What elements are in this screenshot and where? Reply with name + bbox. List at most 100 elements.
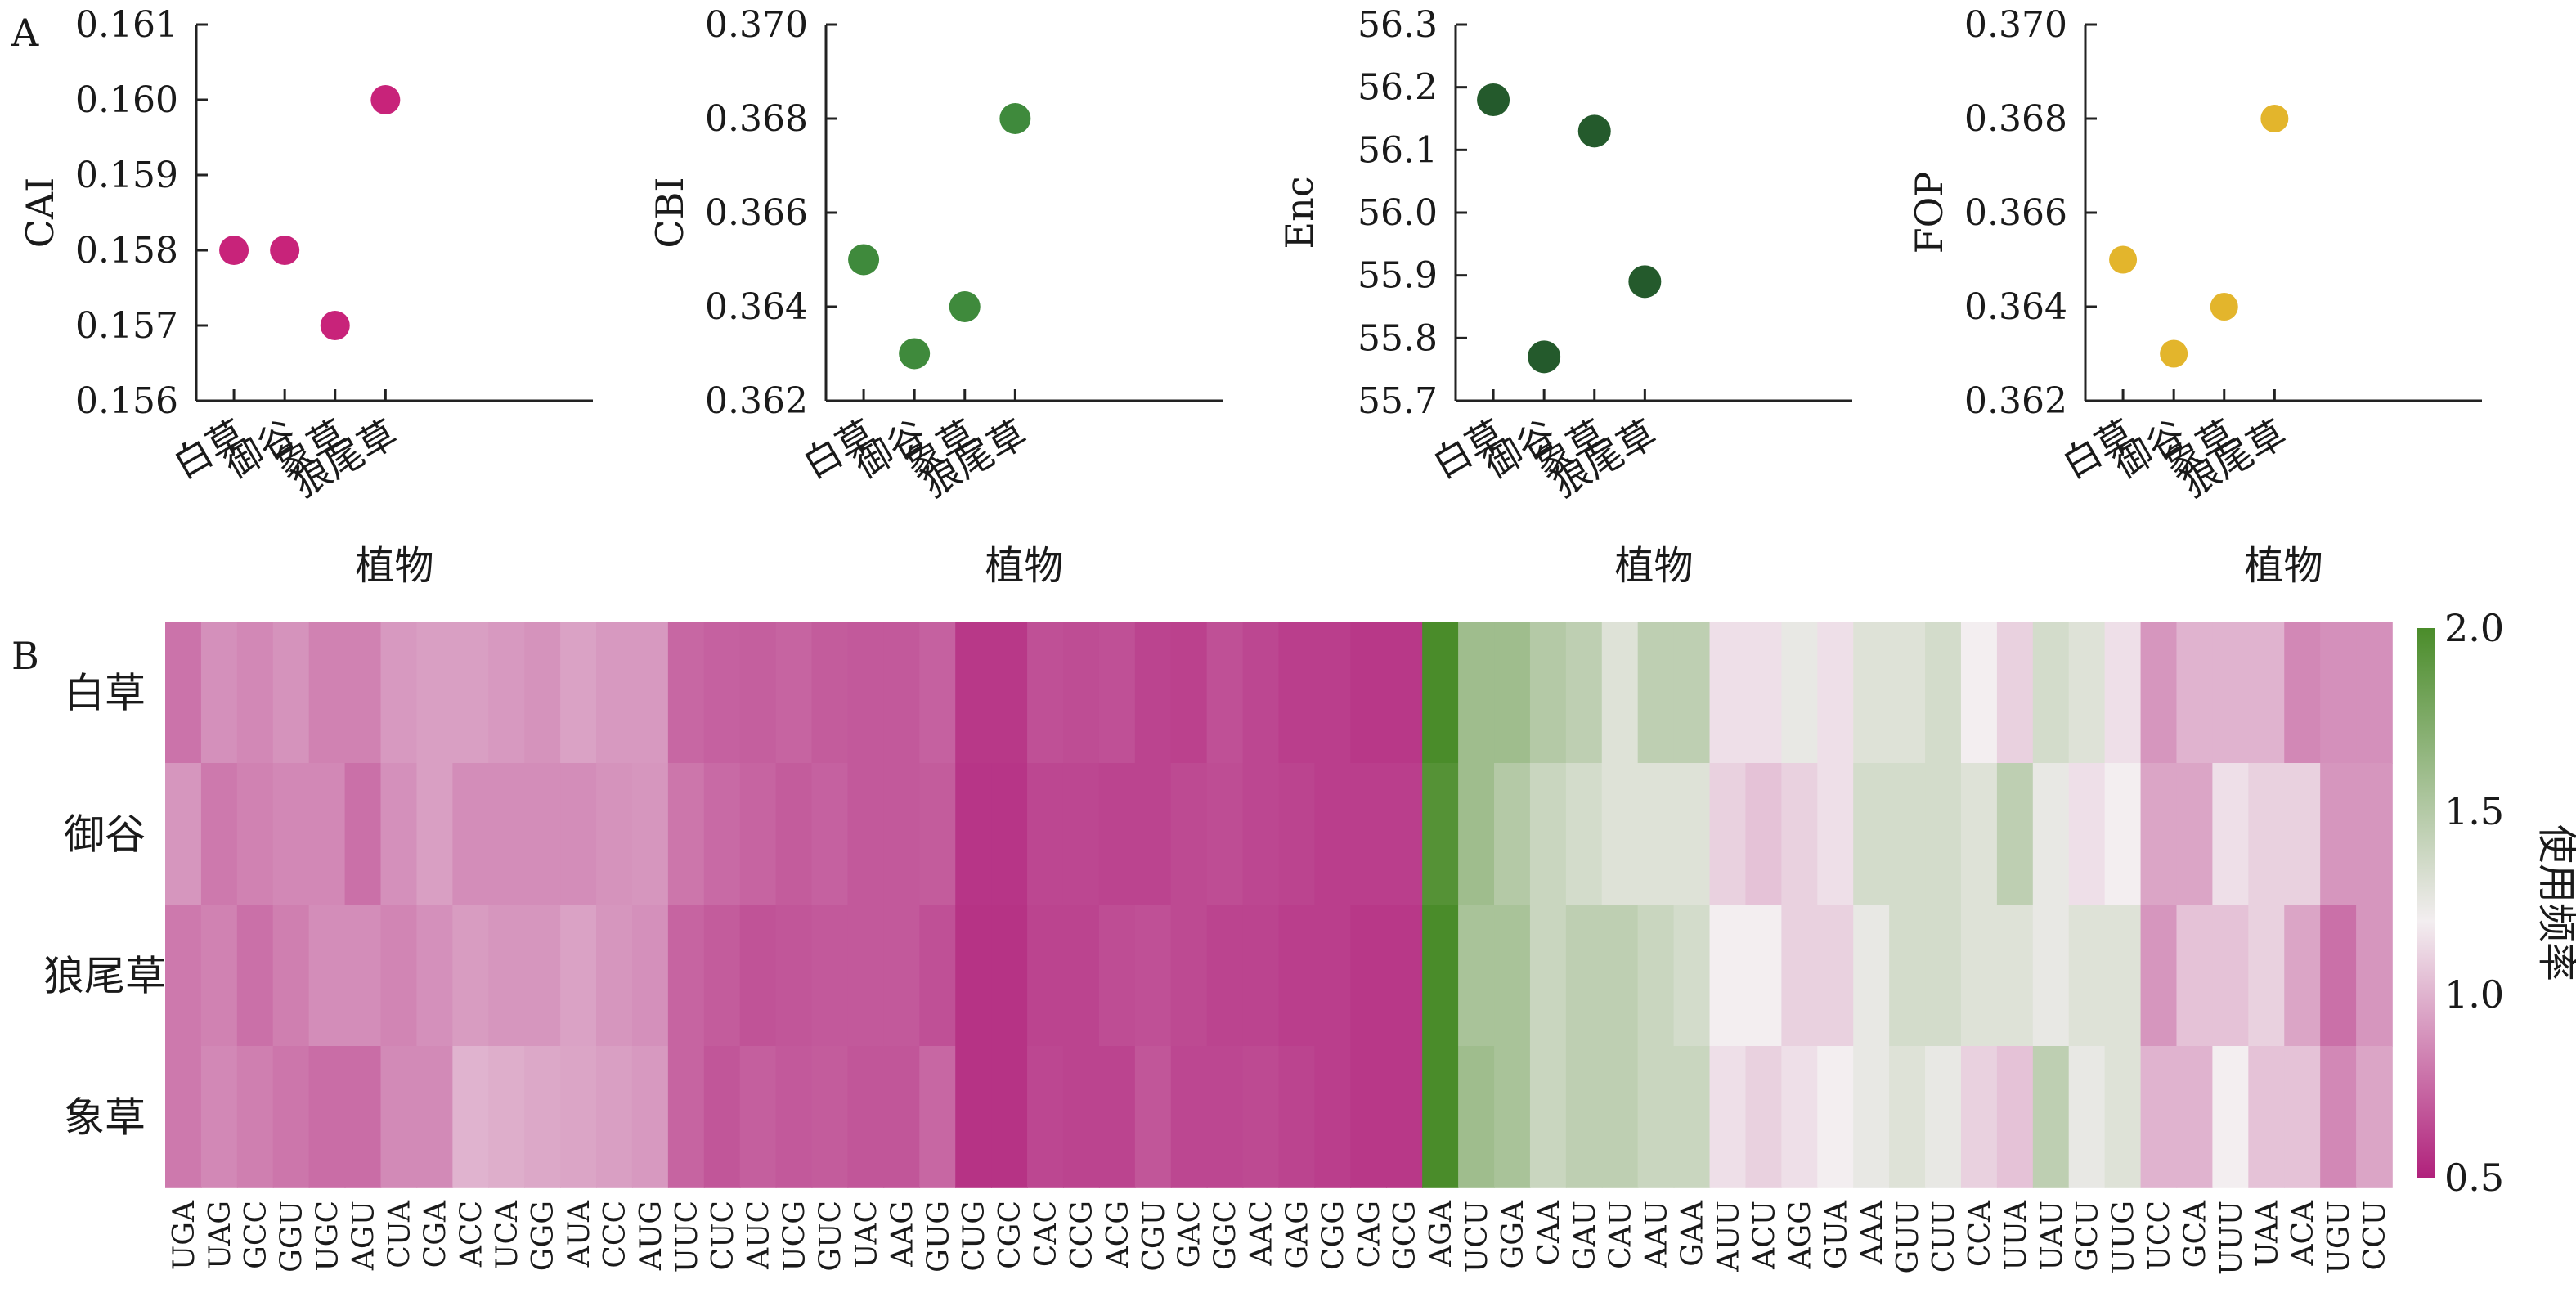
x-axis-title: 植物	[985, 543, 1063, 589]
heatmap-cell	[1817, 763, 1855, 905]
heatmap-cell	[2140, 763, 2178, 905]
heatmap-cell	[811, 622, 849, 764]
heatmap-cell	[1027, 905, 1064, 1047]
heatmap-column-label: AAC	[1245, 1201, 1279, 1267]
heatmap-cell	[2104, 763, 2142, 905]
heatmap-cell	[596, 905, 633, 1047]
heatmap-cell	[1098, 622, 1136, 764]
heatmap-cell	[739, 1046, 777, 1188]
heatmap-cell	[1565, 905, 1603, 1047]
heatmap-cell	[1134, 1046, 1172, 1188]
y-tick-label: 0.156	[75, 380, 178, 422]
heatmap-cell	[236, 905, 274, 1047]
heatmap-cell	[1529, 1046, 1567, 1188]
heatmap-column-label: GCC	[240, 1201, 273, 1269]
heatmap-cell	[955, 905, 992, 1047]
heatmap-cell	[2068, 622, 2106, 764]
heatmap-cell	[1134, 622, 1172, 764]
heatmap-cell	[524, 622, 561, 764]
heatmap-cell	[1458, 905, 1495, 1047]
heatmap-column-label: GGA	[1497, 1200, 1530, 1269]
data-point	[899, 338, 931, 370]
heatmap-column-label: UCA	[491, 1200, 524, 1269]
heatmap-cell	[2356, 622, 2393, 764]
heatmap-cell	[2320, 622, 2357, 764]
heatmap-cell	[1925, 763, 1962, 905]
heatmap-cell	[1206, 905, 1244, 1047]
heatmap-cell	[2032, 905, 2070, 1047]
heatmap-cell	[1601, 1046, 1639, 1188]
heatmap-cell	[1494, 622, 1531, 764]
heatmap-column-label: UGU	[2322, 1201, 2356, 1273]
heatmap-cell	[2248, 622, 2286, 764]
heatmap-cell	[2320, 763, 2357, 905]
heatmap-cell	[703, 905, 741, 1047]
heatmap-cell	[1673, 1046, 1711, 1188]
heatmap-cell	[1637, 905, 1675, 1047]
heatmap-column-label: UUA	[1999, 1200, 2033, 1271]
heatmap-cell	[560, 905, 597, 1047]
heatmap-cell	[1242, 763, 1280, 905]
heatmap-cell	[165, 1046, 202, 1188]
heatmap-cell	[919, 1046, 957, 1188]
heatmap-cell	[596, 622, 633, 764]
colorbar-tick-label: 0.5	[2444, 1156, 2504, 1200]
heatmap-cell	[1458, 622, 1495, 764]
heatmap-cell	[272, 905, 310, 1047]
heatmap-column-label: GCG	[1389, 1201, 1422, 1270]
data-point	[999, 103, 1031, 134]
y-tick-label: 0.366	[1964, 192, 2067, 234]
heatmap-cell	[1996, 622, 2034, 764]
heatmap-cell	[1889, 905, 1926, 1047]
heatmap-column-label: CGU	[1138, 1201, 1171, 1272]
heatmap-column-label: CUC	[707, 1201, 740, 1270]
heatmap-cell	[1134, 905, 1172, 1047]
heatmap-column-label: AUA	[563, 1200, 596, 1268]
heatmap-cell	[991, 763, 1028, 905]
heatmap-cell	[272, 763, 310, 905]
heatmap-column-label: CCG	[1066, 1201, 1099, 1269]
heatmap-cell	[2176, 905, 2214, 1047]
heatmap-cell	[165, 905, 202, 1047]
heatmap-cell	[452, 763, 490, 905]
heatmap-cell	[416, 905, 454, 1047]
heatmap-cell	[2212, 905, 2250, 1047]
heatmap-column-label: CAU	[1604, 1201, 1638, 1269]
heatmap-cell	[1529, 905, 1567, 1047]
scatter-plot-cai: 0.1560.1570.1580.1590.1600.161CAI白草御谷象草狼…	[18, 4, 593, 589]
heatmap-column-label: UCU	[1461, 1201, 1494, 1273]
heatmap-cell	[1278, 763, 1316, 905]
heatmap-cell	[2248, 1046, 2286, 1188]
heatmap-cell	[1529, 763, 1567, 905]
heatmap-column-label: CAG	[1353, 1201, 1386, 1268]
heatmap-column-label: CCU	[2358, 1201, 2392, 1270]
y-tick-label: 55.8	[1358, 317, 1438, 359]
heatmap-cell	[1889, 1046, 1926, 1188]
heatmap-cell	[1098, 1046, 1136, 1188]
heatmap-cell	[1853, 905, 1890, 1047]
heatmap-column-label: UCC	[2143, 1201, 2177, 1270]
scatter-plot-enc: 55.755.855.956.056.156.256.3Enc白草御谷象草狼尾草…	[1277, 4, 1852, 589]
heatmap-cell	[1817, 622, 1855, 764]
heatmap-cell	[308, 763, 346, 905]
heatmap-cell	[488, 905, 525, 1047]
heatmap-cell	[2320, 1046, 2357, 1188]
heatmap-cell	[2104, 905, 2142, 1047]
heatmap-cell	[667, 905, 705, 1047]
heatmap-cell	[1565, 622, 1603, 764]
heatmap-column-label: GUA	[1820, 1200, 1853, 1269]
heatmap-row-label: 御谷	[64, 811, 146, 859]
y-tick-label: 55.9	[1358, 255, 1438, 297]
heatmap-cell	[2248, 905, 2286, 1047]
heatmap-cell	[1673, 763, 1711, 905]
heatmap-column-label: CCA	[1963, 1200, 1997, 1267]
heatmap-cell	[380, 905, 418, 1047]
y-axis-title: FOP	[1907, 172, 1951, 254]
y-tick-label: 56.2	[1358, 67, 1438, 109]
x-tick-label: 狼尾草	[285, 411, 405, 506]
heatmap-cell	[2176, 622, 2214, 764]
y-tick-label: 0.364	[1964, 286, 2067, 328]
heatmap-column-label: UAU	[2035, 1201, 2069, 1271]
heatmap-cell	[560, 622, 597, 764]
heatmap-cell	[416, 1046, 454, 1188]
